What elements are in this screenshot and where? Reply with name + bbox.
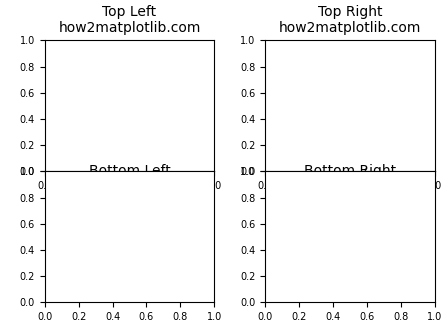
Text: Bottom Right: Bottom Right (304, 164, 396, 178)
Text: how2matplotlib.com: how2matplotlib.com (65, 180, 194, 194)
Text: how2matplotlib.com: how2matplotlib.com (286, 180, 414, 194)
Title: Top Right
how2matplotlib.com: Top Right how2matplotlib.com (279, 5, 421, 35)
Title: Top Left
how2matplotlib.com: Top Left how2matplotlib.com (58, 5, 201, 35)
Text: Bottom Left: Bottom Left (89, 164, 170, 178)
